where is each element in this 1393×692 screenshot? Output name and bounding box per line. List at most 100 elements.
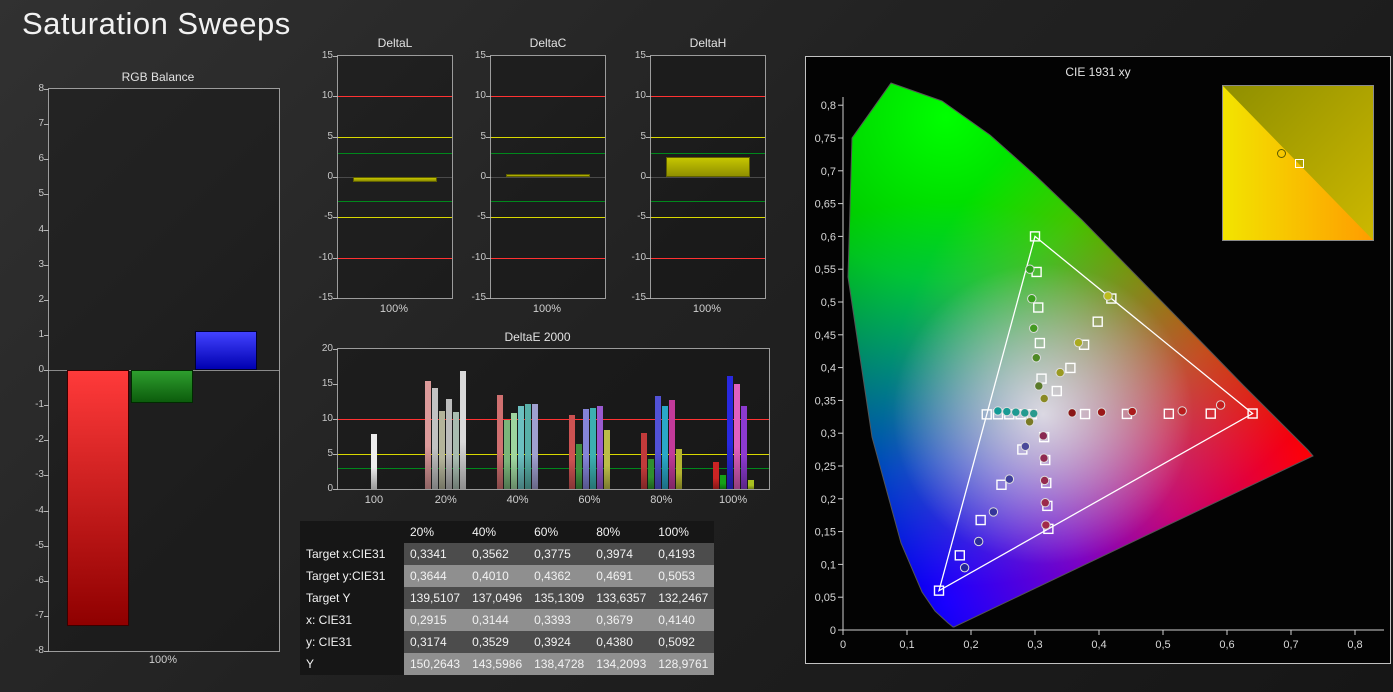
y-axis-tick — [333, 257, 338, 259]
delta-bar — [506, 174, 590, 177]
table-row: Target x:CIE31 0,3341 0,3562 0,3775 0,3974 0,… — [300, 543, 715, 565]
table-row-label: y: CIE31 — [300, 631, 404, 653]
y-axis-tick — [44, 124, 49, 126]
table-cell: 133,6357 — [590, 587, 653, 609]
deltae-bar — [425, 381, 432, 489]
y-axis-tick-label: 0,45 — [815, 330, 836, 342]
measurement-circle — [1039, 453, 1049, 463]
target-square — [1163, 408, 1175, 419]
cie-points — [933, 231, 1258, 596]
deltae-bar — [719, 475, 726, 489]
chart-title: RGB Balance — [121, 70, 195, 84]
y-axis-tick — [333, 298, 338, 299]
y-axis-tick-label: 0,6 — [821, 231, 836, 243]
y-axis-tick-label: 10 — [474, 90, 486, 102]
target-square — [975, 514, 986, 526]
y-axis-tick-label: 0 — [327, 171, 333, 182]
y-axis-tick — [333, 419, 338, 420]
measurement-circle — [1127, 406, 1137, 417]
spectral-locus-outline — [847, 82, 1314, 628]
x-axis-tick-label: 0,4 — [1091, 639, 1106, 651]
y-axis-tick-label: 5 — [327, 448, 333, 459]
y-axis-tick-label: 0,1 — [821, 559, 836, 571]
measurement-circle — [1029, 323, 1039, 333]
measurement-circle — [1040, 498, 1050, 508]
x-axis-tick-label: 0,3 — [1027, 639, 1042, 651]
chart-title: DeltaH — [689, 36, 727, 50]
y-axis-tick-label: 7 — [38, 118, 44, 130]
x-axis-tick-label: 40% — [506, 494, 529, 506]
table-column-header: 60% — [528, 521, 591, 543]
y-axis-tick-label: 0,75 — [815, 133, 836, 145]
reference-line — [491, 152, 605, 154]
measurement-circle — [1002, 406, 1012, 417]
y-axis-tick-label: 6 — [38, 153, 44, 165]
deltae-bar — [575, 444, 582, 489]
inset-measured-marker — [1277, 149, 1286, 159]
x-axis-tick-label: 60% — [578, 494, 601, 506]
chart-title: CIE 1931 xy — [1065, 65, 1131, 79]
cie-axes: 0 0,1 0,2 0,3 0,4 0,5 0,6 0,7 0,8 0 0,05 0,1 0,15 0,2… — [815, 97, 1384, 651]
rgb-bar-red — [67, 370, 129, 627]
deltae-bar — [460, 370, 467, 489]
y-axis-tick — [646, 298, 651, 299]
deltae-bar — [747, 479, 754, 489]
y-axis-tick — [44, 440, 49, 442]
measurement-circle — [1034, 381, 1044, 391]
rgb-balance-plot: 8 7 6 5 4 3 2 1 0 -1 -2 -3 -4 -5 -6 -7 -8 — [35, 83, 280, 656]
y-axis-tick-label: -10 — [471, 251, 486, 263]
measurement-circle — [1025, 264, 1035, 274]
measurement-circle — [973, 536, 984, 547]
delta-h-plot: 15 10 5 0 -5 -10 -15 — [632, 50, 766, 303]
y-axis-tick — [646, 217, 651, 219]
y-axis-tick-label: 2 — [38, 293, 44, 305]
delta-c-plot: 15 10 5 0 -5 -10 -15 — [472, 50, 606, 303]
reference-line — [338, 217, 452, 219]
table-cell: 0,5053 — [652, 565, 715, 587]
target-square — [1247, 408, 1258, 419]
table-cell: 0,3393 — [528, 609, 591, 631]
y-axis-tick-label: 15 — [474, 50, 486, 61]
y-axis-tick — [486, 217, 491, 219]
delta-bar — [666, 156, 750, 177]
y-axis-tick — [44, 510, 49, 512]
x-axis-tick-label: 0,6 — [1219, 639, 1234, 651]
table-cell: 0,3341 — [404, 543, 467, 565]
x-axis-tick-label: 0,7 — [1283, 639, 1298, 651]
target-square — [1033, 302, 1044, 313]
table-row-label: Target y:CIE31 — [300, 565, 404, 587]
y-axis-tick — [44, 159, 49, 161]
y-axis-tick-label: -10 — [318, 251, 333, 263]
deltae-bar — [675, 449, 682, 489]
deltae-bar — [518, 405, 525, 489]
measurement-circle — [988, 507, 999, 517]
x-axis-label: 100% — [379, 303, 409, 315]
deltae-bar — [525, 404, 532, 489]
measurement-circle — [1027, 294, 1037, 304]
inset-target-marker — [1295, 158, 1304, 168]
delta-l-chart: DeltaL 15 10 5 0 -5 -10 -15 100% — [319, 36, 467, 318]
y-axis-tick-label: -15 — [631, 292, 646, 303]
cie-1931-xy-chart: CIE 1931 xy 0 0,1 0, — [805, 56, 1391, 664]
reference-line — [338, 136, 452, 138]
y-axis-tick — [646, 96, 651, 98]
y-axis-tick — [44, 545, 49, 547]
x-axis-label: 100% — [148, 654, 178, 666]
y-axis-tick-label: -7 — [35, 609, 44, 621]
measurement-circle — [1038, 431, 1049, 441]
deltae-bar — [446, 399, 453, 489]
reference-line — [491, 96, 605, 98]
table-cell: 0,4010 — [466, 565, 529, 587]
table-row: x: CIE31 0,2915 0,3144 0,3393 0,3679 0,4140 — [300, 609, 715, 631]
y-axis-tick-label: -15 — [318, 292, 333, 303]
table-row-label: x: CIE31 — [300, 609, 404, 631]
x-axis-tick-label: 0,8 — [1347, 639, 1362, 651]
table-cell: 0,3924 — [528, 631, 591, 653]
target-square — [981, 409, 992, 420]
deltae-bar — [453, 412, 460, 489]
y-axis-tick — [333, 489, 338, 490]
y-axis-tick-label: 5 — [640, 130, 646, 142]
table-row-label: Y — [300, 653, 404, 675]
measurement-circle — [1029, 408, 1039, 419]
delta-e-2000-plot: 20 15 10 5 0 100 20% 40% 60% 80% 100% — [322, 343, 770, 506]
